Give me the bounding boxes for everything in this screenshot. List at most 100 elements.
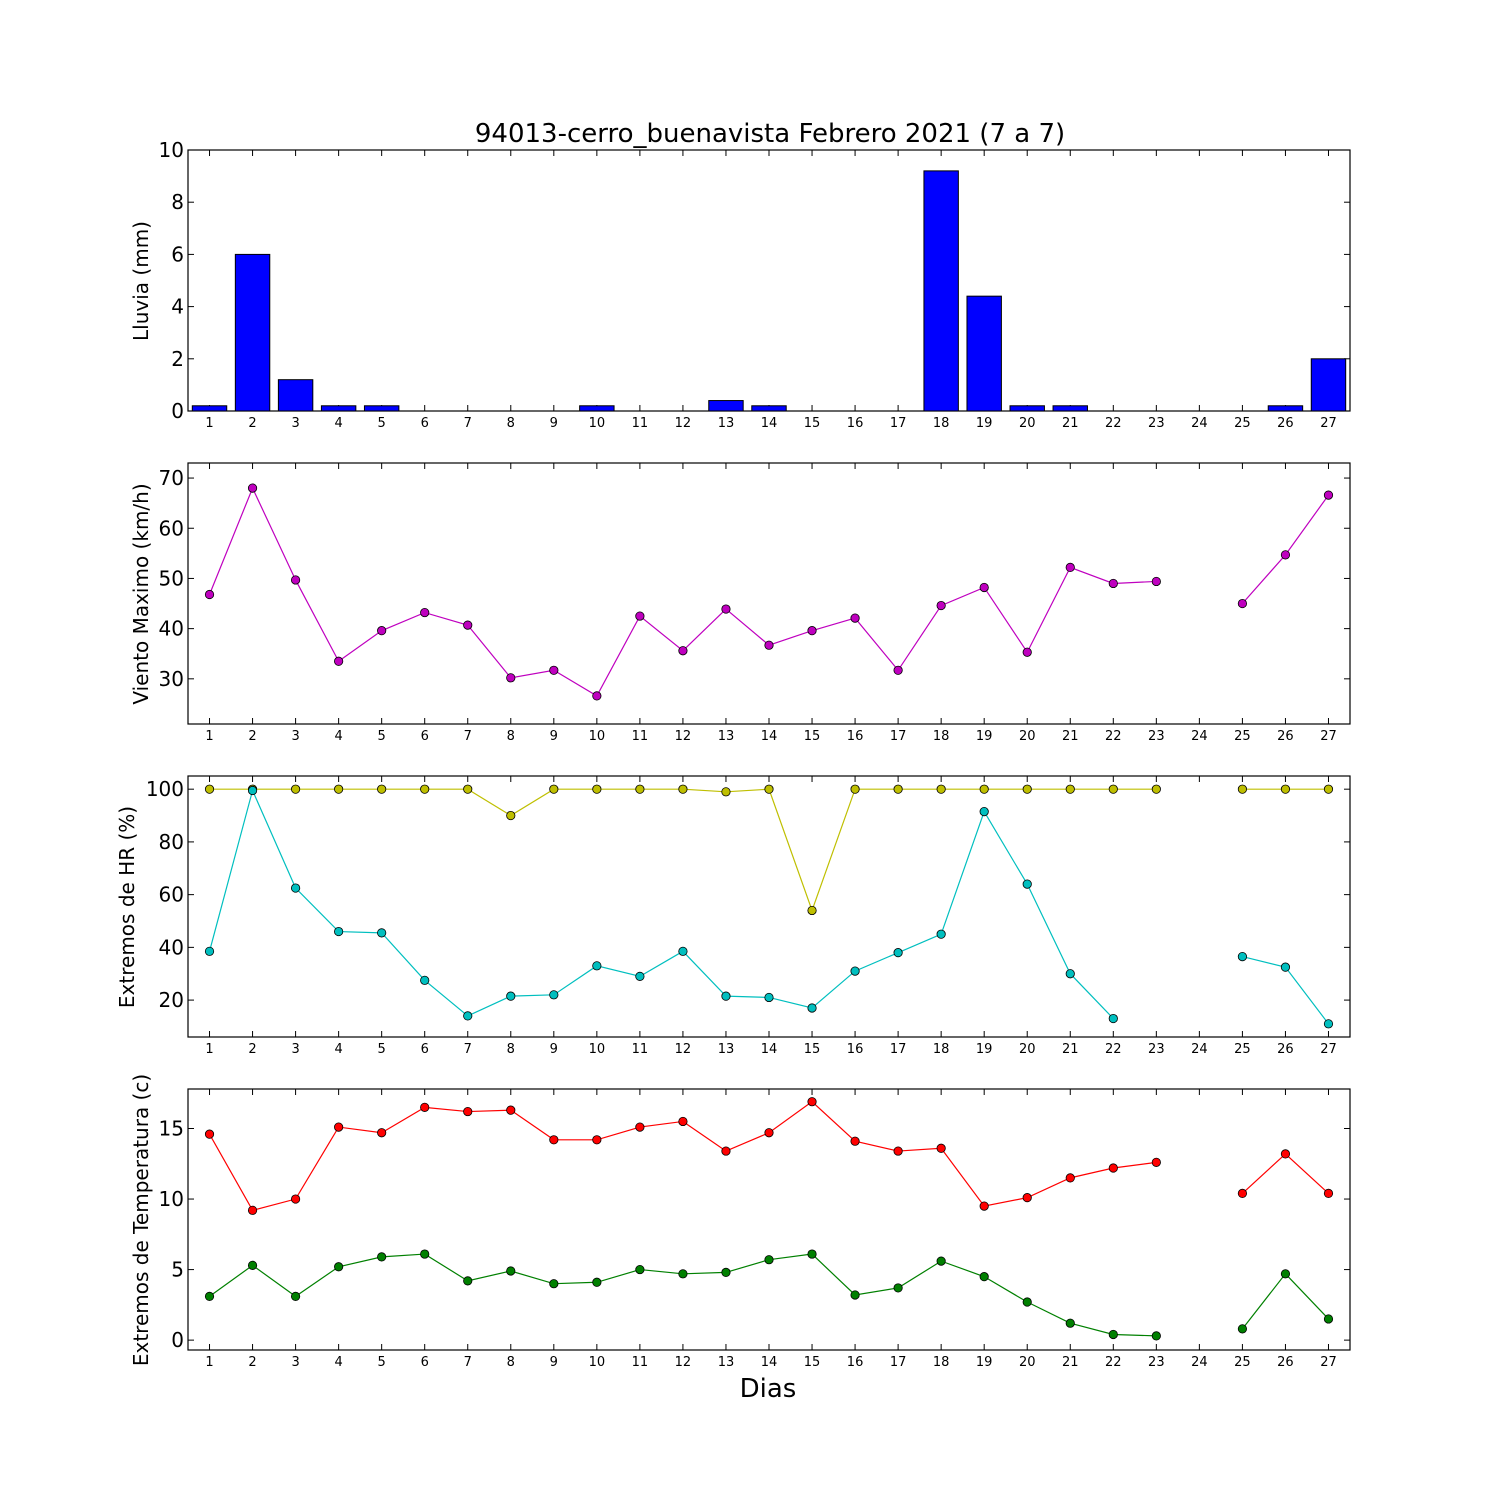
data-point (678, 1269, 688, 1279)
data-point (204, 589, 215, 600)
x-tick-label: 3 (291, 1355, 299, 1370)
data-point (1280, 1149, 1291, 1159)
x-tick-label: 7 (464, 1042, 472, 1057)
x-tick-label: 27 (1320, 1355, 1337, 1370)
x-tick-label: 13 (718, 1042, 735, 1057)
data-point (979, 1201, 989, 1211)
x-tick-label: 14 (761, 729, 778, 744)
data-point (721, 1267, 731, 1278)
y-tick-label: 4 (171, 295, 184, 319)
y-tick-label: 30 (159, 667, 184, 691)
data-point (549, 1279, 559, 1289)
x-tick-label: 25 (1234, 1355, 1251, 1370)
x-tick-label: 3 (291, 1042, 299, 1057)
x-tick-label: 8 (507, 1042, 515, 1057)
data-point (506, 673, 516, 683)
x-tick-label: 24 (1191, 1042, 1208, 1057)
x-tick-label: 3 (291, 729, 299, 744)
x-tick-label: 17 (890, 416, 907, 431)
data-point (334, 656, 344, 666)
data-point (936, 784, 946, 794)
x-tick-label: 11 (632, 1355, 649, 1370)
data-point (764, 1255, 774, 1265)
x-tick-label: 23 (1148, 1355, 1165, 1370)
data-point (807, 1003, 817, 1013)
data-point (893, 1146, 903, 1156)
chart-title: 94013-cerro_buenavista Febrero 2021 (7 a… (475, 119, 1065, 149)
x-tick-label: 16 (847, 1042, 864, 1057)
bar (1267, 405, 1304, 412)
data-point (893, 784, 903, 794)
x-tick-label: 26 (1277, 416, 1294, 431)
x-tick-label: 27 (1320, 729, 1337, 744)
data-point (463, 1276, 473, 1286)
bar (277, 379, 314, 412)
data-point (721, 991, 731, 1001)
x-tick-label: 1 (205, 1355, 213, 1370)
y-tick-label: 100 (146, 777, 184, 801)
data-point (1323, 1188, 1334, 1199)
x-tick-label: 4 (334, 1042, 342, 1057)
data-point (1323, 1314, 1334, 1324)
x-tick-label: 9 (550, 416, 558, 431)
x-tick-label: 16 (847, 729, 864, 744)
y-tick-label: 6 (171, 242, 184, 266)
x-tick-label: 20 (1019, 1042, 1036, 1057)
data-point (204, 1291, 215, 1301)
data-point (1280, 962, 1291, 972)
data-point (1280, 550, 1291, 560)
x-tick-label: 15 (804, 1355, 821, 1370)
x-tick-label: 12 (675, 416, 692, 431)
x-tick-label: 2 (248, 1355, 256, 1370)
data-point (936, 1143, 946, 1153)
data-point (1065, 784, 1075, 794)
data-point (592, 691, 602, 701)
data-point (204, 784, 215, 794)
x-tick-label: 4 (334, 1355, 342, 1370)
rainfall-y-axis-label: Lluvia (mm) (129, 221, 153, 341)
x-tick-label: 5 (378, 729, 386, 744)
data-point (807, 1249, 817, 1259)
y-tick-label: 10 (159, 1187, 184, 1211)
bar (363, 405, 400, 412)
x-tick-label: 26 (1277, 1355, 1294, 1370)
data-point (549, 990, 559, 1000)
bar (1009, 405, 1045, 412)
x-tick-label: 11 (632, 416, 649, 431)
x-tick-label: 14 (761, 1355, 778, 1370)
bar (708, 400, 744, 412)
data-point (420, 784, 430, 794)
data-point (204, 946, 215, 956)
data-point (1151, 1331, 1161, 1341)
x-tick-label: 25 (1234, 416, 1251, 431)
y-tick-label: 2 (171, 347, 184, 371)
data-point (1022, 1297, 1032, 1307)
x-tick-label: 6 (421, 1042, 429, 1057)
x-tick-label: 26 (1277, 1042, 1294, 1057)
x-tick-label: 24 (1191, 416, 1208, 431)
data-point (893, 948, 903, 958)
x-tick-label: 8 (507, 729, 515, 744)
x-tick-label: 24 (1191, 729, 1208, 744)
x-tick-label: 22 (1105, 1042, 1122, 1057)
data-point (420, 607, 430, 618)
data-point (678, 646, 688, 656)
series-line (209, 1253, 1157, 1337)
data-point (1280, 1269, 1291, 1279)
data-point (1108, 578, 1118, 589)
data-point (506, 1105, 516, 1115)
x-tick-label: 2 (248, 1042, 256, 1057)
data-point (1065, 562, 1075, 573)
x-tick-label: 7 (464, 1355, 472, 1370)
x-tick-label: 21 (1062, 1355, 1079, 1370)
data-point (721, 787, 731, 797)
data-point (334, 1122, 344, 1132)
data-point (1022, 879, 1032, 889)
x-tick-label: 2 (248, 729, 256, 744)
wind-y-axis-label: Viento Maximo (km/h) (129, 483, 153, 704)
data-point (290, 883, 301, 893)
data-point (764, 784, 774, 794)
data-point (247, 1260, 258, 1270)
